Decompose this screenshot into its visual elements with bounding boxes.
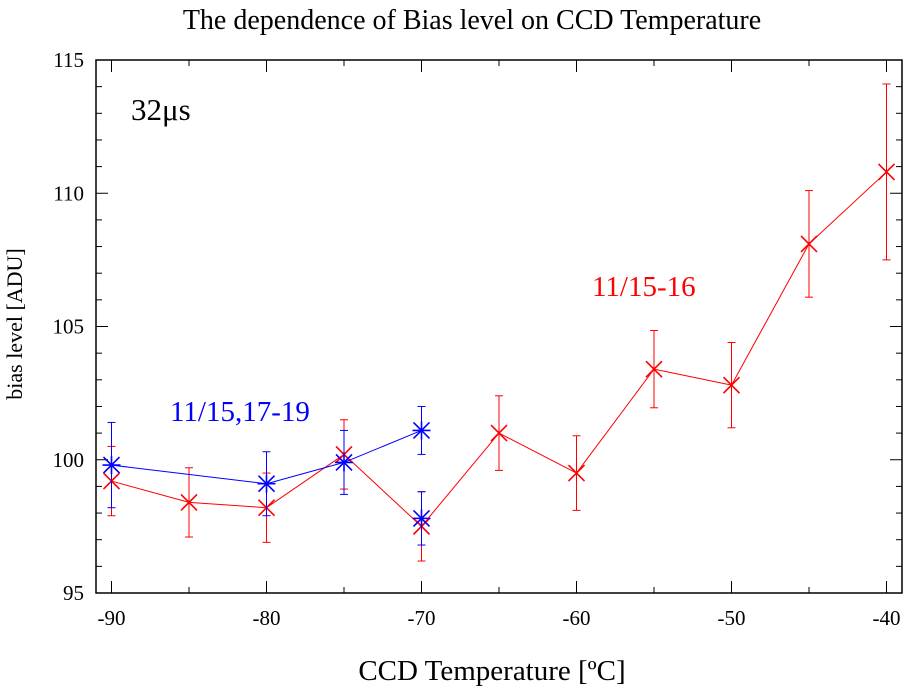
y-tick-label: 110	[53, 181, 84, 205]
series-red	[102, 83, 896, 562]
series-layer	[102, 83, 896, 562]
y-tick-label: 115	[53, 48, 84, 72]
series-line	[111, 429, 422, 485]
data-point	[102, 456, 121, 475]
data-point	[180, 493, 198, 511]
x-tick-label: -50	[718, 606, 746, 630]
data-point	[412, 421, 431, 440]
data-point	[877, 163, 896, 181]
data-point	[800, 235, 818, 253]
x-axis-label: CCD Temperature [ºC]	[358, 655, 625, 687]
data-point	[722, 376, 741, 394]
x-tick-labels: -90 -80 -70 -60 -50 -40	[98, 606, 901, 630]
x-tick-label: -60	[563, 606, 591, 630]
x-tick-label: -90	[98, 606, 126, 630]
axis-ticks	[96, 59, 902, 594]
x-tick-label: -80	[253, 606, 281, 630]
data-point	[257, 474, 276, 493]
data-point	[335, 453, 353, 472]
chart-annotation: 32μs	[131, 92, 191, 127]
y-tick-label: 100	[53, 448, 85, 472]
y-tick-labels: 95 100 105 110 115	[53, 48, 85, 605]
y-axis-label: bias level [ADU]	[2, 248, 27, 400]
x-tick-label: -70	[408, 606, 436, 630]
y-tick-label: 105	[53, 315, 85, 339]
series-blue	[102, 405, 431, 546]
data-point	[567, 464, 586, 482]
y-tick-label: 95	[63, 581, 84, 605]
series-line	[111, 171, 887, 527]
data-point	[412, 509, 431, 528]
data-point	[490, 424, 508, 442]
series-label-blue: 11/15,17-19	[170, 396, 310, 428]
x-tick-label: -40	[873, 606, 901, 630]
chart-title: The dependence of Bias level on CCD Temp…	[183, 5, 761, 36]
series-label-red: 11/15-16	[592, 271, 696, 303]
plot-frame	[95, 59, 903, 594]
data-point	[645, 360, 663, 378]
